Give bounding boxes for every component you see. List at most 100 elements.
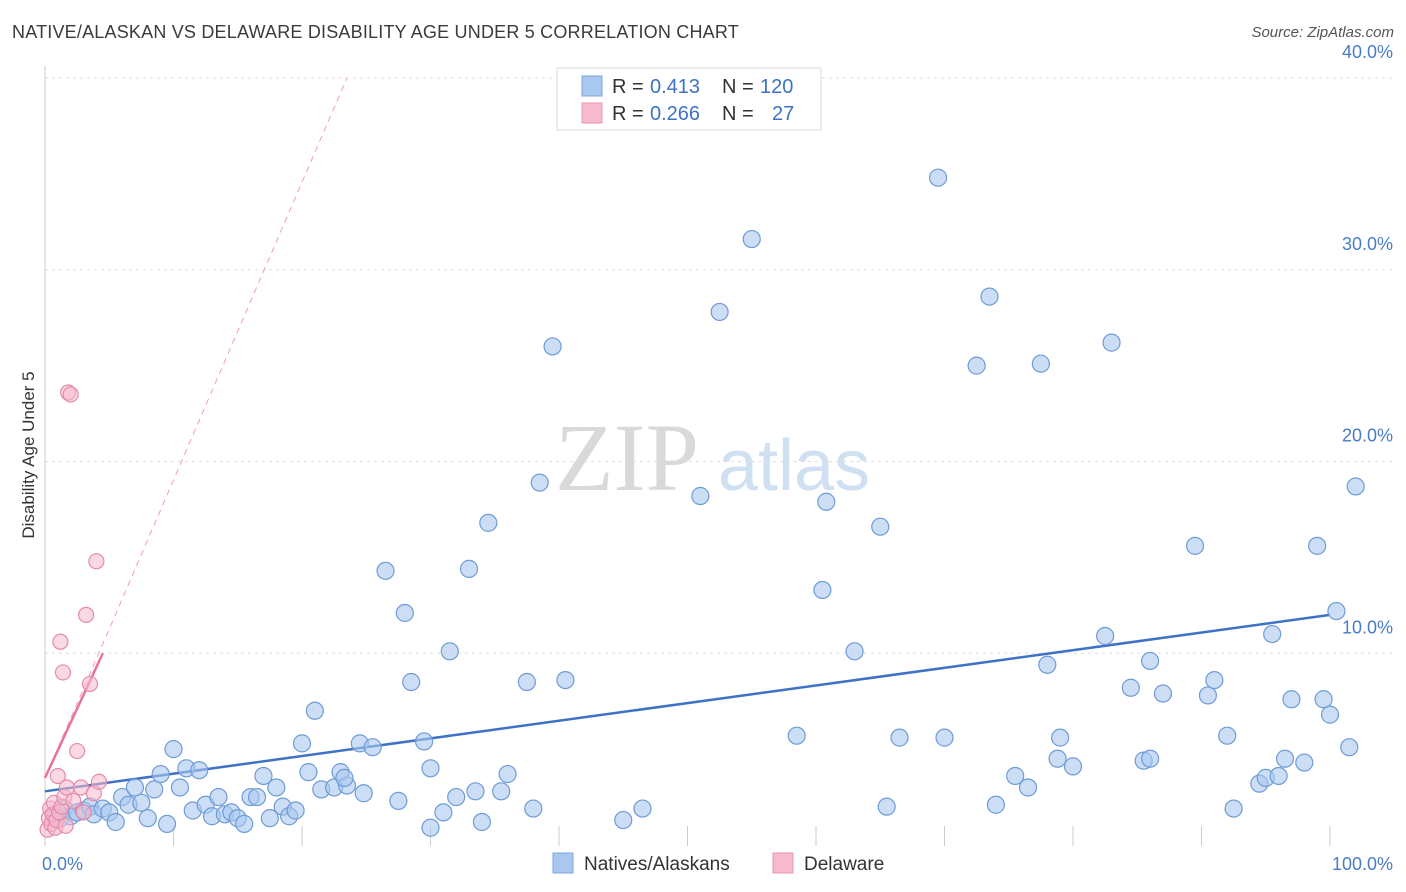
point-natives <box>543 337 562 356</box>
trend-line-natives <box>44 613 1331 793</box>
point-natives <box>1269 766 1288 786</box>
point-natives <box>421 759 440 778</box>
point-natives <box>1140 651 1160 671</box>
point-natives <box>871 517 890 536</box>
point-natives <box>845 642 864 661</box>
data-points <box>39 168 1365 838</box>
point-delaware <box>90 773 108 790</box>
point-natives <box>1096 626 1115 646</box>
point-natives <box>1282 690 1301 709</box>
point-natives <box>813 580 832 600</box>
axes: 10.0% 20.0% 30.0% 40.0% 0.0% 100.0% Disability… <box>19 42 1393 874</box>
grid <box>45 77 1392 654</box>
point-natives <box>691 486 710 506</box>
legend-n-label-1: N = <box>722 76 754 98</box>
point-natives <box>498 764 517 784</box>
point-natives <box>106 812 125 832</box>
point-natives <box>254 766 273 786</box>
point-natives <box>132 793 151 812</box>
point-natives <box>299 763 318 782</box>
point-delaware <box>88 553 105 570</box>
point-delaware <box>52 633 69 650</box>
point-natives <box>928 168 948 187</box>
point-natives <box>1185 536 1205 555</box>
point-natives <box>1051 728 1070 747</box>
point-natives <box>138 809 157 828</box>
point-natives <box>1346 477 1365 496</box>
point-natives <box>164 740 183 759</box>
point-natives <box>209 787 228 807</box>
point-natives <box>492 782 511 801</box>
chart-title: NATIVE/ALASKAN VS DELAWARE DISABILITY AG… <box>12 22 739 42</box>
point-natives <box>935 728 954 747</box>
point-natives <box>260 809 279 828</box>
point-natives <box>1121 678 1140 697</box>
point-natives <box>190 761 209 780</box>
legend-n-label-2: N = <box>722 103 754 125</box>
point-natives <box>247 787 267 807</box>
point-natives <box>389 791 408 810</box>
point-natives <box>434 803 453 822</box>
bottom-legend-label-delaware: Delaware <box>804 854 884 875</box>
point-natives <box>286 801 305 820</box>
point-natives <box>742 229 761 249</box>
point-natives <box>1198 686 1218 705</box>
x-tick-label: 100.0% <box>1332 854 1393 874</box>
point-natives <box>1263 624 1282 644</box>
point-natives <box>363 738 382 757</box>
point-natives <box>524 799 543 818</box>
point-natives <box>459 559 479 578</box>
y-tick-label: 30.0% <box>1342 234 1393 254</box>
point-natives <box>817 492 836 511</box>
legend: R = 0.413 N = 120 R = 0.266 N = 27 <box>556 67 822 131</box>
point-natives <box>151 764 170 784</box>
trend-line-delaware-extended <box>44 77 348 779</box>
y-axis-label: Disability Age Under 5 <box>19 371 38 538</box>
point-natives <box>1018 778 1038 797</box>
point-natives <box>466 782 485 801</box>
legend-swatch-pink <box>581 102 603 124</box>
point-natives <box>986 795 1006 814</box>
point-natives <box>1314 690 1333 709</box>
y-tick-label: 40.0% <box>1342 42 1393 62</box>
point-natives <box>710 302 729 322</box>
point-natives <box>980 287 999 306</box>
point-delaware <box>65 792 82 809</box>
point-natives <box>1153 684 1173 703</box>
point-natives <box>402 672 421 692</box>
point-delaware <box>78 606 95 624</box>
point-natives <box>447 787 466 807</box>
point-natives <box>440 642 459 661</box>
point-natives <box>614 810 633 830</box>
point-natives <box>1140 749 1160 768</box>
point-natives <box>1308 536 1327 555</box>
watermark-zip: ZIP <box>555 404 699 511</box>
point-delaware <box>81 675 99 693</box>
point-natives <box>421 818 440 837</box>
legend-r-label-1: R = <box>612 76 644 98</box>
trend-lines <box>43 77 1331 793</box>
point-natives <box>1205 670 1224 690</box>
y-tick-label: 20.0% <box>1342 426 1393 446</box>
point-natives <box>335 768 354 787</box>
point-natives <box>376 561 395 580</box>
bottom-legend-swatch-pink <box>772 852 794 874</box>
trend-line-delaware <box>43 652 104 779</box>
point-natives <box>145 780 164 799</box>
point-natives <box>1275 749 1295 768</box>
point-natives <box>1340 738 1359 757</box>
point-natives <box>157 814 177 834</box>
point-natives <box>1006 766 1025 786</box>
legend-r-value-1: 0.413 <box>650 76 700 98</box>
point-natives <box>1327 601 1346 621</box>
point-natives <box>787 726 806 745</box>
point-natives <box>530 473 549 492</box>
point-natives <box>877 797 896 816</box>
bottom-legend-label-natives: Natives/Alaskans <box>584 854 730 875</box>
point-natives <box>235 814 254 834</box>
point-natives <box>472 812 491 832</box>
watermark-atlas: atlas <box>718 426 870 506</box>
point-natives <box>1218 726 1237 745</box>
legend-r-label-2: R = <box>612 103 644 125</box>
